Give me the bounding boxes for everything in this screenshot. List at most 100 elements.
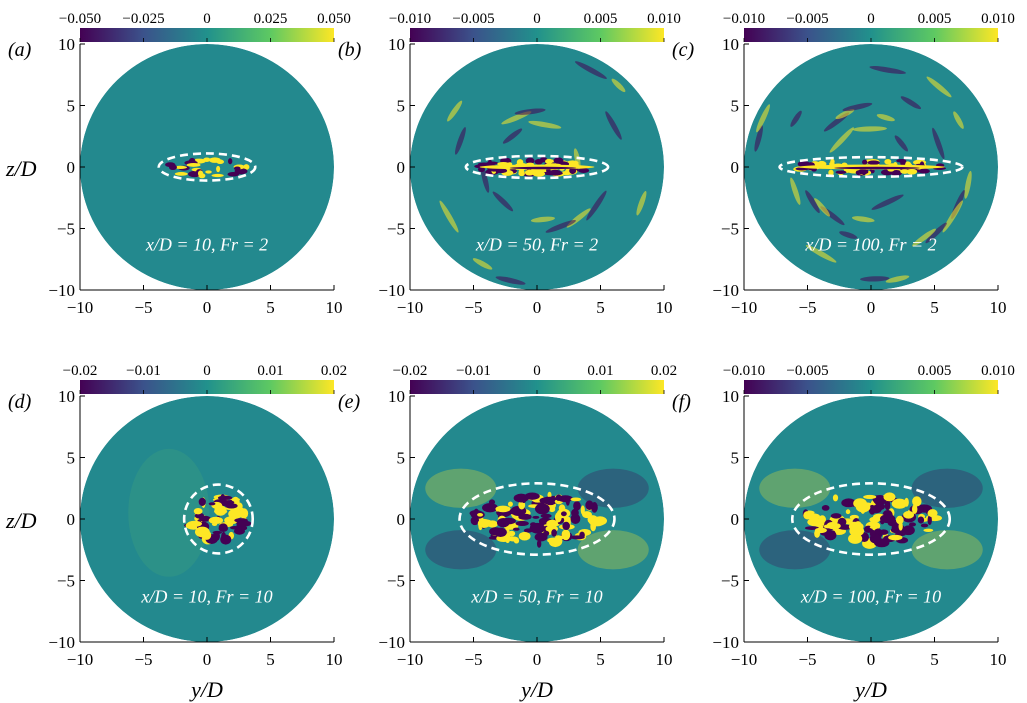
- wake-patch: [530, 523, 546, 534]
- wake-patch: [488, 159, 492, 166]
- y-tick-label: 5: [397, 449, 406, 468]
- wake-patch: [514, 494, 529, 503]
- colorbar: −0.010 −0.005 0 0.005 0.010: [389, 11, 681, 42]
- wake-patch: [220, 535, 231, 545]
- y-tick-label: 5: [731, 97, 740, 116]
- panel-annotation: x/D = 10, Fr = 10: [140, 587, 272, 607]
- y-tick-label: 0: [731, 158, 740, 177]
- x-tick-label: 0: [867, 298, 876, 317]
- x-tick-label: 10: [326, 650, 343, 669]
- colorbar-tick-label: −0.010: [723, 363, 765, 379]
- colorbar-tick-label: −0.010: [723, 11, 765, 27]
- colorbar-tick-label: −0.050: [59, 11, 101, 27]
- colorbar: −0.02 −0.01 0 0.01 0.02: [63, 363, 347, 394]
- colorbar-tick-label: −0.005: [786, 363, 828, 379]
- panel-d: −0.02 −0.01 0 0.01 0.02x/D = 10, Fr = 101050…: [5, 363, 347, 702]
- x-tick-label: 0: [533, 298, 542, 317]
- colorbar-tick-label: 0: [203, 11, 211, 27]
- wake-patch: [585, 500, 593, 510]
- wake-patch: [209, 157, 221, 163]
- wake-patch: [846, 509, 850, 514]
- wake-patch: [214, 505, 226, 515]
- colorbar-tick-label: 0: [867, 363, 875, 379]
- wake-patch: [495, 168, 507, 173]
- colorbar: −0.02 −0.01 0 0.01 0.02: [393, 363, 677, 394]
- colorbar-tick-label: 0.010: [981, 11, 1015, 27]
- wave-lobe: [759, 530, 830, 569]
- wake-patch: [213, 531, 220, 541]
- x-tick-label: −5: [134, 650, 152, 669]
- panel-label: (e): [338, 391, 361, 413]
- wake-patch: [875, 503, 885, 510]
- wake-patch: [870, 530, 876, 538]
- x-tick-label: 5: [930, 650, 939, 669]
- wake-patch: [582, 511, 592, 518]
- wake-patch: [578, 168, 589, 173]
- wake-patch: [884, 492, 896, 501]
- colorbar-tick-label: 0: [867, 11, 875, 27]
- x-tick-label: 5: [266, 298, 275, 317]
- wake-patch: [571, 497, 582, 501]
- wake-patch: [867, 161, 879, 165]
- wake-patch: [918, 516, 924, 523]
- colorbar-tick-label: 0: [533, 363, 541, 379]
- wake-patch: [212, 174, 224, 177]
- wake-patch: [495, 506, 510, 513]
- wake-patch: [227, 172, 239, 177]
- wake-patch: [187, 163, 201, 167]
- y-tick-label: 0: [731, 510, 740, 529]
- wake-patch: [216, 166, 220, 172]
- wake-patch: [546, 520, 558, 528]
- wake-patch: [537, 540, 541, 548]
- wake-patch: [549, 506, 555, 512]
- colorbar-tick-label: 0.02: [651, 363, 677, 379]
- wake-patch: [900, 159, 906, 163]
- colorbar-tick-label: 0.010: [981, 363, 1015, 379]
- y-tick-label: 0: [397, 510, 406, 529]
- wave-lobe: [425, 530, 496, 569]
- colorbar-tick-label: 0.01: [257, 363, 283, 379]
- wake-patch: [562, 522, 570, 530]
- panel-f: −0.010 −0.005 0 0.005 0.010x/D = 100, Fr = 1…: [672, 363, 1015, 702]
- wave-lobe: [912, 469, 983, 508]
- y-tick-label: −5: [721, 220, 739, 239]
- wake-patch: [195, 527, 210, 538]
- wake-patch: [863, 495, 876, 499]
- wake-patch: [879, 529, 889, 534]
- wake-patch: [225, 503, 238, 508]
- wake-patch: [543, 531, 549, 536]
- x-tick-label: −10: [67, 650, 94, 669]
- y-tick-label: −5: [721, 572, 739, 591]
- colorbar: −0.010 −0.005 0 0.005 0.010: [723, 363, 1015, 394]
- wake-patch: [501, 518, 516, 525]
- wake-patch: [579, 532, 585, 539]
- wake-patch: [857, 169, 868, 174]
- wake-patch: [862, 160, 867, 165]
- wake-patch: [928, 509, 938, 517]
- wake-patch: [236, 520, 251, 526]
- wake-patch: [175, 172, 188, 176]
- x-tick-label: −5: [464, 298, 482, 317]
- colorbar-tick-label: 0: [203, 363, 211, 379]
- wake-patch: [888, 535, 902, 541]
- colorbar-tick-label: 0.010: [647, 11, 681, 27]
- y-tick-label: −5: [57, 572, 75, 591]
- wake-patch: [831, 513, 842, 518]
- wake-patch: [827, 523, 841, 530]
- wave-lobe: [759, 469, 830, 508]
- panel-label: (a): [8, 39, 32, 61]
- y-tick-label: 10: [388, 387, 405, 406]
- wake-patch: [549, 170, 562, 176]
- panel-annotation: x/D = 100, Fr = 10: [800, 587, 941, 607]
- x-tick-label: −10: [731, 650, 758, 669]
- x-tick-label: −10: [397, 650, 424, 669]
- x-tick-label: −10: [397, 298, 424, 317]
- colorbar-tick-label: −0.02: [63, 363, 98, 379]
- panel-b: −0.010 −0.005 0 0.005 0.010x/D = 50, Fr = 21…: [338, 11, 681, 317]
- wake-patch: [884, 159, 891, 164]
- colorbar-tick-label: −0.01: [126, 363, 161, 379]
- wake-patch: [471, 516, 479, 525]
- wake-patch: [517, 159, 524, 165]
- wake-patch: [836, 170, 847, 174]
